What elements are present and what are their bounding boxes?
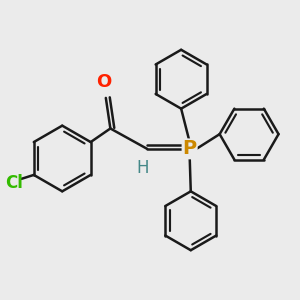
Text: Cl: Cl — [6, 174, 23, 192]
Text: H: H — [136, 159, 149, 177]
Text: O: O — [96, 73, 111, 91]
Text: P: P — [183, 140, 197, 158]
